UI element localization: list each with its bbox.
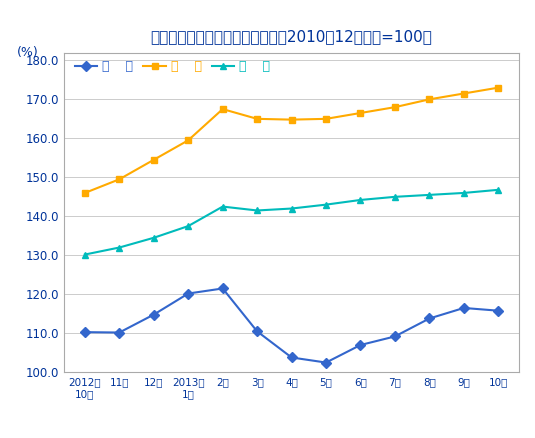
Line: 牛    肉: 牛 肉 xyxy=(81,84,502,196)
Line: 羊    肉: 羊 肉 xyxy=(81,186,502,258)
牛    肉 xyxy=(288,117,295,122)
牛    肉 xyxy=(323,116,329,121)
猪    肉 xyxy=(461,305,467,311)
猪    肉 xyxy=(116,330,123,335)
羊    肉 xyxy=(219,204,226,209)
羊    肉 xyxy=(288,206,295,211)
羊    肉 xyxy=(357,198,364,203)
牛    肉 xyxy=(150,157,157,162)
猪    肉 xyxy=(82,329,88,335)
牛    肉 xyxy=(116,177,123,182)
猪    肉 xyxy=(219,286,226,291)
羊    肉 xyxy=(495,187,501,192)
牛    肉 xyxy=(82,190,88,195)
猪    肉 xyxy=(254,329,261,334)
牛    肉 xyxy=(219,106,226,112)
羊    肉 xyxy=(150,235,157,240)
猪    肉 xyxy=(357,343,364,348)
Title: 猪肉、牛肉、羊肉价格变动情况（2010年12月价格=100）: 猪肉、牛肉、羊肉价格变动情况（2010年12月价格=100） xyxy=(151,29,432,44)
猪    肉 xyxy=(495,308,501,313)
羊    肉 xyxy=(254,208,261,213)
猪    肉 xyxy=(288,355,295,360)
牛    肉 xyxy=(392,105,398,110)
羊    肉 xyxy=(116,245,123,250)
Legend: 猪    肉, 牛    肉, 羊    肉: 猪 肉, 牛 肉, 羊 肉 xyxy=(75,60,271,74)
猪    肉 xyxy=(392,334,398,339)
牛    肉 xyxy=(426,97,433,102)
羊    肉 xyxy=(392,194,398,199)
Line: 猪    肉: 猪 肉 xyxy=(81,285,502,366)
猪    肉 xyxy=(426,316,433,321)
牛    肉 xyxy=(495,85,501,90)
猪    肉 xyxy=(150,312,157,317)
羊    肉 xyxy=(323,202,329,207)
猪    肉 xyxy=(323,360,329,365)
猪    肉 xyxy=(185,291,192,296)
羊    肉 xyxy=(461,190,467,195)
羊    肉 xyxy=(426,192,433,198)
牛    肉 xyxy=(254,116,261,121)
牛    肉 xyxy=(461,91,467,96)
羊    肉 xyxy=(185,223,192,229)
牛    肉 xyxy=(185,138,192,143)
牛    肉 xyxy=(357,110,364,116)
Y-axis label: (%): (%) xyxy=(17,46,39,59)
羊    肉 xyxy=(82,252,88,257)
